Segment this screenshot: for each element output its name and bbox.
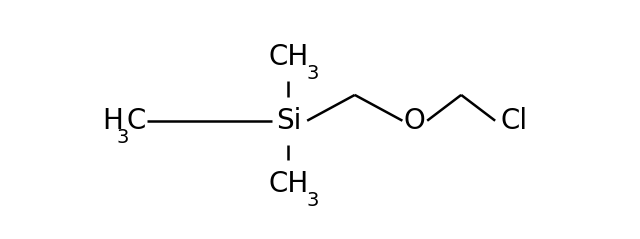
Text: H: H — [102, 107, 123, 135]
Text: CH: CH — [268, 43, 308, 71]
Text: O: O — [404, 107, 426, 135]
Text: 3: 3 — [116, 128, 129, 147]
Text: 3: 3 — [306, 191, 319, 210]
Text: C: C — [126, 107, 145, 135]
Text: CH: CH — [268, 170, 308, 198]
Text: 3: 3 — [306, 64, 319, 83]
Text: Si: Si — [276, 107, 301, 135]
Text: Cl: Cl — [500, 107, 527, 135]
